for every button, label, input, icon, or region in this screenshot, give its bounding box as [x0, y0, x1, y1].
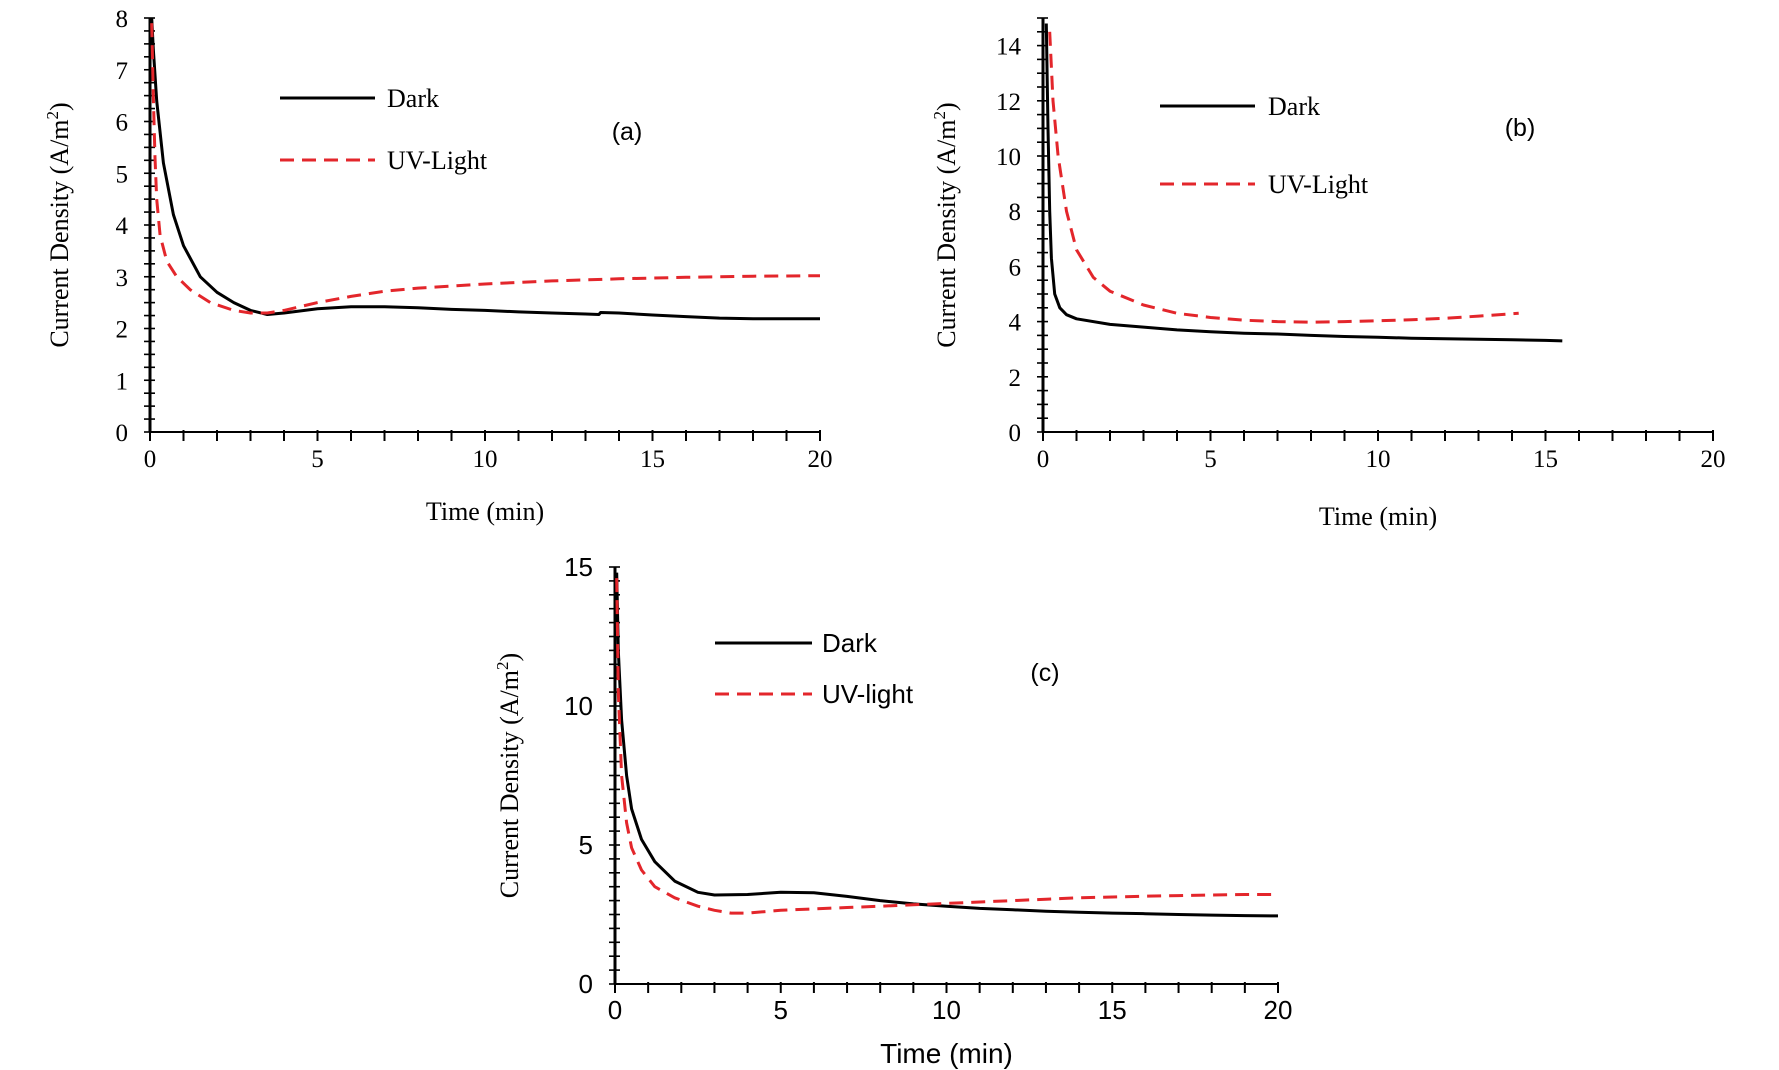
- x-tick-label: 15: [1533, 446, 1558, 473]
- chart-panel-c: 0 5 10 15 20 0 5 10 15 Time (min) Current Density …: [493, 552, 1292, 1069]
- series-line-dark: [150, 17, 820, 321]
- y-tick-label: 1: [116, 368, 129, 395]
- y-tick-label: 10: [996, 144, 1021, 171]
- panel-label: (a): [612, 118, 643, 146]
- x-tick-label: 5: [1204, 446, 1217, 473]
- y-tick-label: 3: [116, 265, 129, 292]
- x-axis-label: Time (min): [426, 497, 544, 526]
- y-tick-label: 15: [564, 552, 593, 582]
- y-axis-label: Current Density (A/m2): [493, 653, 524, 898]
- y-tick-label: 7: [116, 58, 129, 85]
- x-tick-label: 5: [774, 995, 788, 1025]
- y-tick-label: 6: [1009, 254, 1022, 281]
- chart-panel-b: 0 5 10 15 20 0 2 4 6 8 10 12 14 Time (min) Current Den…: [930, 17, 1726, 531]
- legend-label: UV-Light: [1268, 170, 1369, 199]
- x-tick-label: 0: [144, 446, 157, 473]
- chart-panel-a: 0 5 10 15 20 0 1 2 3 4 5 6 7 8 Time (min) Current Densi…: [43, 6, 833, 526]
- x-axis-label: Time (min): [1319, 502, 1437, 531]
- series-line-dark: [615, 572, 1279, 918]
- y-tick-label: 5: [116, 161, 129, 188]
- y-tick-label: 12: [996, 89, 1021, 116]
- x-tick-label: 15: [640, 446, 665, 473]
- series-line-dark: [1044, 23, 1563, 343]
- x-tick-label: 15: [1098, 995, 1127, 1025]
- y-tick-label: 14: [996, 34, 1022, 61]
- y-tick-label: 5: [579, 830, 593, 860]
- y-tick-label: 6: [116, 110, 129, 137]
- series-line-uv-light: [615, 578, 1278, 915]
- y-axis-label: Current Density (A/m2): [930, 102, 961, 347]
- legend-label: Dark: [1268, 92, 1320, 121]
- legend-label: UV-light: [822, 679, 914, 709]
- y-axis-label: Current Density (A/m2): [43, 102, 74, 347]
- y-tick-label: 0: [116, 420, 129, 447]
- y-tick-label: 10: [564, 691, 593, 721]
- y-tick-label: 2: [1009, 365, 1022, 392]
- y-tick-label: 4: [116, 213, 129, 240]
- panel-label: (b): [1505, 114, 1536, 142]
- y-tick-label: 0: [579, 969, 593, 999]
- series-line-uv-light: [1048, 31, 1519, 324]
- x-tick-label: 5: [311, 446, 324, 473]
- x-tick-label: 0: [608, 995, 622, 1025]
- x-tick-label: 20: [1264, 995, 1293, 1025]
- legend-label: UV-Light: [387, 146, 488, 175]
- x-tick-label: 20: [808, 446, 833, 473]
- x-axis-label: Time (min): [880, 1038, 1013, 1069]
- x-tick-label: 10: [1366, 446, 1391, 473]
- y-tick-label: 4: [1009, 310, 1022, 337]
- series-line-uv-light: [150, 23, 821, 315]
- y-tick-label: 8: [116, 6, 129, 33]
- x-tick-label: 0: [1037, 446, 1050, 473]
- y-tick-label: 8: [1009, 199, 1022, 226]
- legend-label: Dark: [387, 84, 439, 113]
- x-tick-label: 10: [473, 446, 498, 473]
- panel-label: (c): [1030, 659, 1059, 687]
- y-tick-label: 0: [1009, 420, 1022, 447]
- legend-label: Dark: [822, 628, 878, 658]
- y-tick-label: 2: [116, 317, 129, 344]
- x-tick-label: 20: [1701, 446, 1726, 473]
- x-tick-label: 10: [932, 995, 961, 1025]
